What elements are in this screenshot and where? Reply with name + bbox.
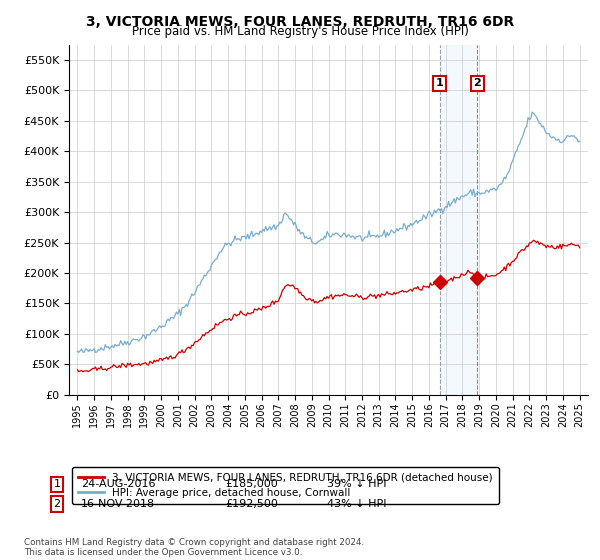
Text: 1: 1 — [53, 479, 61, 489]
Text: 16-NOV-2018: 16-NOV-2018 — [81, 499, 155, 509]
Text: 1: 1 — [436, 78, 444, 88]
Text: 39% ↓ HPI: 39% ↓ HPI — [327, 479, 386, 489]
Legend: 3, VICTORIA MEWS, FOUR LANES, REDRUTH, TR16 6DR (detached house), HPI: Average p: 3, VICTORIA MEWS, FOUR LANES, REDRUTH, T… — [71, 466, 499, 504]
Text: £185,000: £185,000 — [225, 479, 278, 489]
Text: 2: 2 — [53, 499, 61, 509]
Text: Contains HM Land Registry data © Crown copyright and database right 2024.
This d: Contains HM Land Registry data © Crown c… — [24, 538, 364, 557]
Text: 3, VICTORIA MEWS, FOUR LANES, REDRUTH, TR16 6DR: 3, VICTORIA MEWS, FOUR LANES, REDRUTH, T… — [86, 15, 514, 29]
Text: 2: 2 — [473, 78, 481, 88]
Text: Price paid vs. HM Land Registry's House Price Index (HPI): Price paid vs. HM Land Registry's House … — [131, 25, 469, 38]
Text: £192,500: £192,500 — [225, 499, 278, 509]
Bar — [440, 45, 477, 395]
Text: 43% ↓ HPI: 43% ↓ HPI — [327, 499, 386, 509]
Text: 24-AUG-2016: 24-AUG-2016 — [81, 479, 155, 489]
